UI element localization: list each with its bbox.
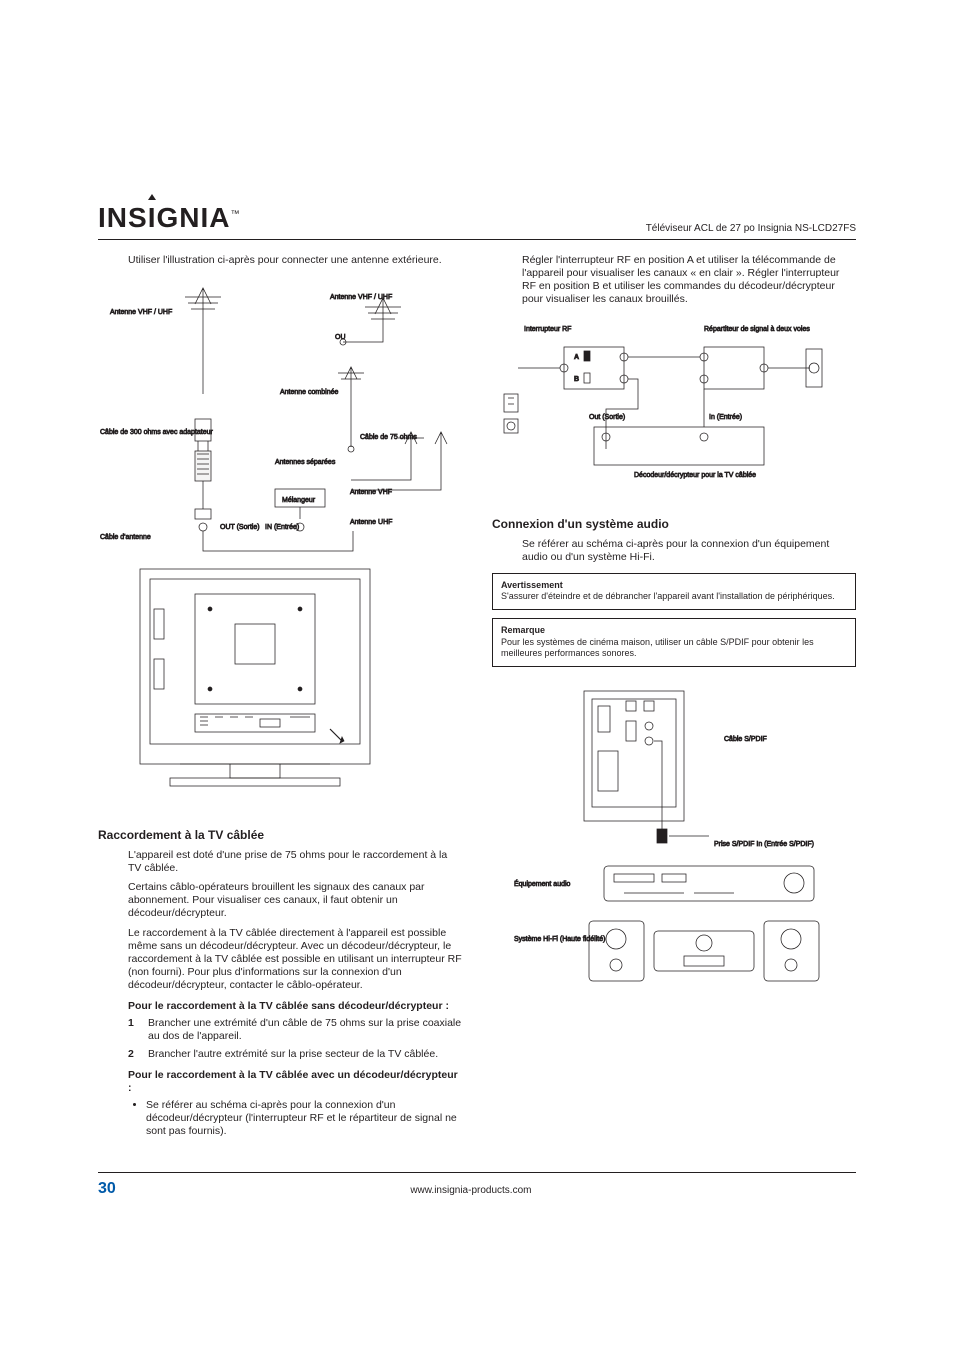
warning-box: Avertissement S'assurer d'éteindre et de… bbox=[492, 573, 856, 610]
lbl-a: A bbox=[574, 354, 579, 361]
lbl-ant-vhf: Antenne VHF bbox=[350, 489, 392, 496]
note-text: Pour les systèmes de cinéma maison, util… bbox=[501, 637, 814, 659]
lbl-ant-comb: Antenne combinée bbox=[280, 389, 338, 396]
section-audio: Connexion d'un système audio bbox=[492, 517, 856, 532]
right-column: Régler l'interrupteur RF en position A e… bbox=[492, 254, 856, 1142]
step-1: 1Brancher une extrémité d'un câble de 75… bbox=[128, 1017, 462, 1043]
lbl-b: B bbox=[574, 376, 579, 383]
step-1-text: Brancher une extrémité d'un câble de 75 … bbox=[148, 1017, 462, 1043]
lbl-ant-uhf: Antenne UHF bbox=[350, 519, 392, 526]
bullet-list: Se référer au schéma ci-après pour la co… bbox=[128, 1099, 462, 1138]
lbl-equip: Équipement audio bbox=[514, 879, 571, 888]
footer: 30 www.insignia-products.com bbox=[98, 1172, 856, 1199]
audio-diagram: Câble S/PDIF Prise S/PDIF In (Entrée S/P… bbox=[492, 681, 856, 991]
page-number: 30 bbox=[98, 1179, 116, 1199]
steps-list: 1Brancher une extrémité d'un câble de 75… bbox=[128, 1017, 462, 1060]
lbl-spdif-prise: Prise S/PDIF In (Entrée S/PDIF) bbox=[714, 841, 814, 848]
left-p3: Le raccordement à la TV câblée directeme… bbox=[128, 927, 462, 993]
step-2-text: Brancher l'autre extrémité sur la prise … bbox=[148, 1048, 438, 1061]
warning-text: S'assurer d'éteindre et de débrancher l'… bbox=[501, 591, 835, 601]
lbl-melangeur: Mélangeur bbox=[282, 497, 316, 504]
lbl-ant-sep: Antennes séparées bbox=[275, 459, 336, 466]
antenna-diagram: Antenne VHF / UHF Antenne VHF / UHF OU A… bbox=[98, 279, 462, 799]
lbl-out: OUT (Sortie) bbox=[220, 524, 260, 531]
warning-label: Avertissement bbox=[501, 580, 847, 592]
header: INSIGNIA™ Téléviseur ACL de 27 po Insign… bbox=[98, 200, 856, 240]
note-box: Remarque Pour les systèmes de cinéma mai… bbox=[492, 618, 856, 667]
rf-switch-diagram: Interrupteur RF Répartiteur de signal à … bbox=[492, 319, 856, 489]
note-label: Remarque bbox=[501, 625, 847, 637]
lbl-hifi: Système Hi-Fi (Haute fidélité) bbox=[514, 936, 605, 943]
lbl-spdif-cable: Câble S/PDIF bbox=[724, 736, 767, 743]
footer-url: www.insignia-products.com bbox=[116, 1185, 826, 1198]
lbl-in2: In (Entrée) bbox=[709, 414, 742, 421]
lbl-cable-ant: Câble d'antenne bbox=[100, 534, 151, 541]
content-columns: Utiliser l'illustration ci-après pour co… bbox=[98, 254, 856, 1142]
right-p2: Se référer au schéma ci-après pour la co… bbox=[522, 538, 856, 564]
bullet-1: Se référer au schéma ci-après pour la co… bbox=[146, 1099, 462, 1138]
lbl-ou: OU bbox=[335, 334, 346, 341]
left-p1: L'appareil est doté d'une prise de 75 oh… bbox=[128, 849, 462, 875]
lbl-cable75: Câble de 75 ohms bbox=[360, 434, 417, 441]
brand-logo: INSIGNIA™ bbox=[98, 200, 240, 235]
lbl-out2: Out (Sortie) bbox=[589, 414, 625, 421]
left-p2: Certains câblo-opérateurs brouillent les… bbox=[128, 881, 462, 920]
doc-title: Téléviseur ACL de 27 po Insignia NS-LCD2… bbox=[646, 223, 856, 236]
trademark: ™ bbox=[230, 209, 240, 219]
right-p1: Régler l'interrupteur RF en position A e… bbox=[522, 254, 856, 307]
left-intro: Utiliser l'illustration ci-après pour co… bbox=[128, 254, 462, 267]
sub-h-no-decoder: Pour le raccordement à la TV câblée sans… bbox=[128, 1000, 462, 1013]
lbl-in: IN (Entrée) bbox=[265, 524, 299, 531]
left-column: Utiliser l'illustration ci-après pour co… bbox=[98, 254, 462, 1142]
lbl-decoder: Décodeur/décrypteur pour la TV câblée bbox=[634, 472, 756, 479]
step-2: 2Brancher l'autre extrémité sur la prise… bbox=[128, 1048, 462, 1061]
lbl-ant-vhf-uhf: Antenne VHF / UHF bbox=[110, 309, 172, 316]
lbl-repart: Répartiteur de signal à deux voies bbox=[704, 326, 810, 333]
section-cable-tv: Raccordement à la TV câblée bbox=[98, 828, 462, 843]
lbl-int-rf: Interrupteur RF bbox=[524, 326, 571, 333]
sub-h-with-decoder: Pour le raccordement à la TV câblée avec… bbox=[128, 1069, 462, 1095]
lbl-cable300: Câble de 300 ohms avec adaptateur bbox=[100, 429, 214, 436]
